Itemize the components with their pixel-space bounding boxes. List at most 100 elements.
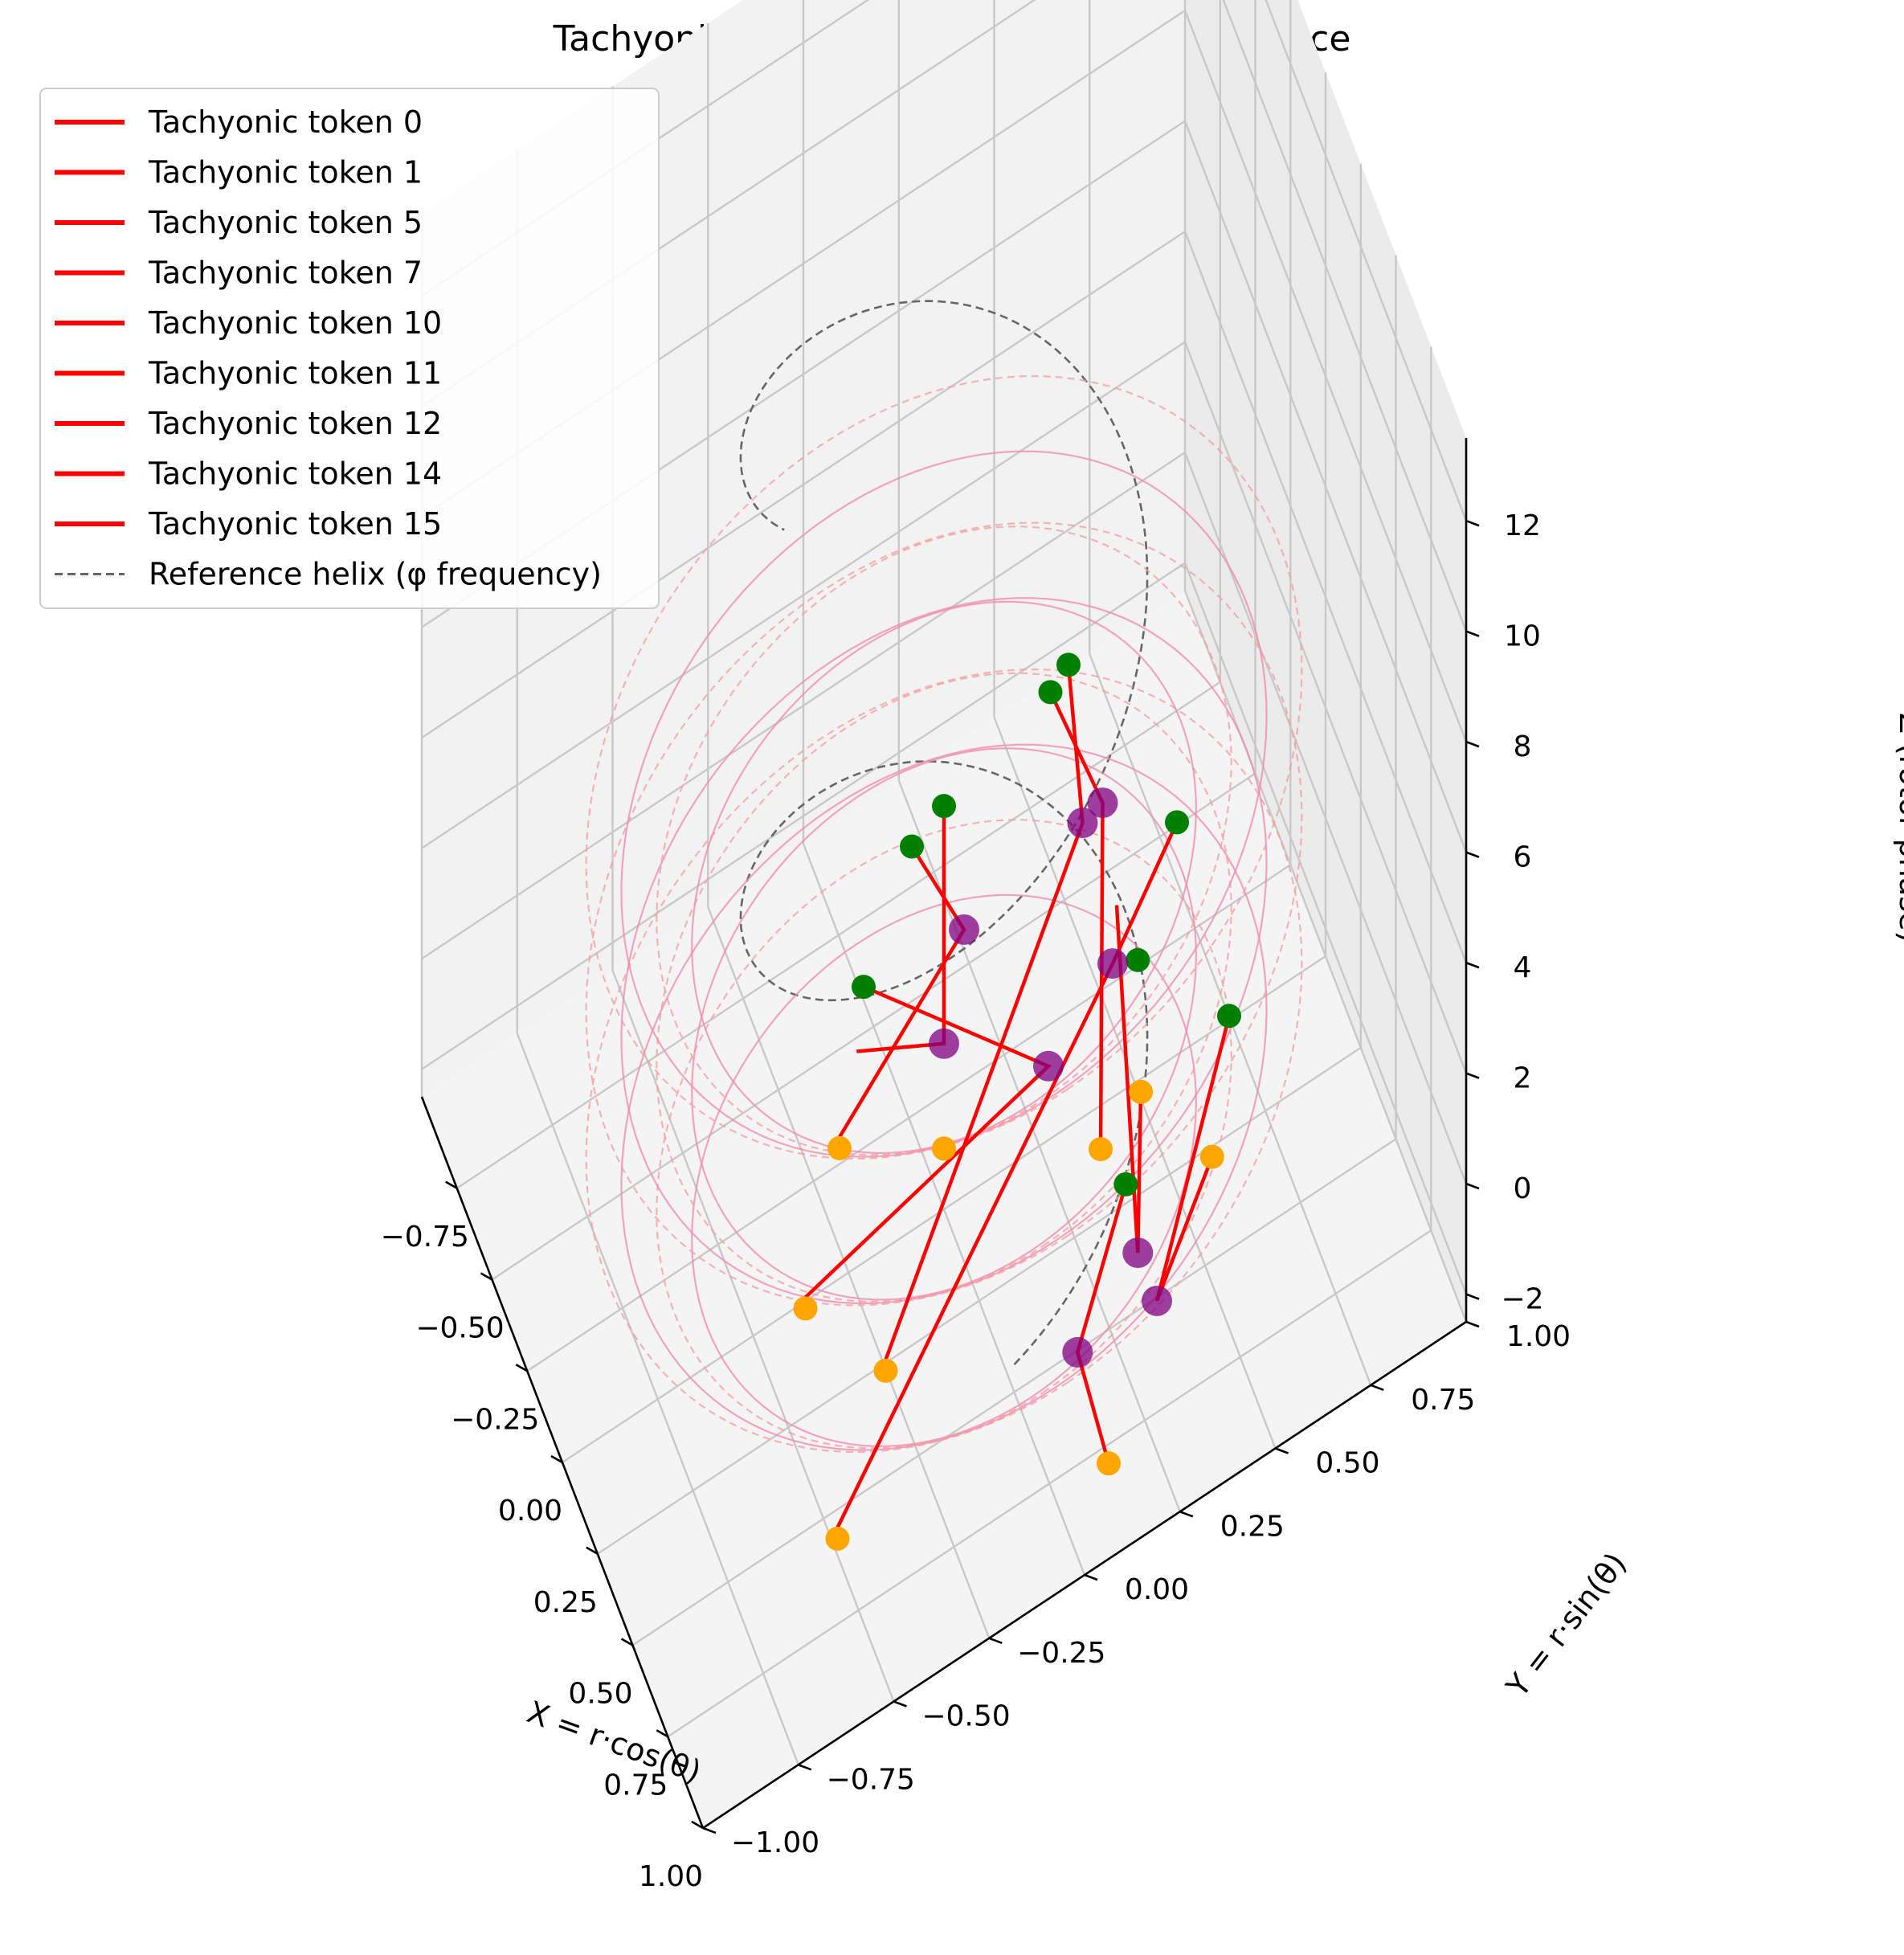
grid-line [1183, 231, 1468, 963]
markers [793, 652, 1241, 1551]
end-marker [1129, 1079, 1153, 1104]
grid-line [1183, 121, 1468, 853]
start-marker [900, 834, 924, 859]
y-tick [1084, 1573, 1098, 1581]
grid-line [421, 231, 1186, 739]
x-tick [620, 1638, 634, 1646]
x-tick-label: −0.50 [415, 1312, 504, 1345]
start-marker [1126, 947, 1150, 972]
start-marker [1165, 810, 1189, 835]
helical-ring [585, 668, 1303, 1454]
y-tick-label: −0.75 [827, 1763, 915, 1796]
x-tick-label: 0.25 [533, 1586, 598, 1619]
x-tick-label: −0.25 [451, 1403, 539, 1436]
x-tick [656, 1729, 668, 1738]
x-tick-label: 0.75 [603, 1769, 668, 1802]
z-tick [1465, 519, 1480, 527]
y-tick [1370, 1384, 1384, 1392]
helical-ring [620, 450, 1268, 1158]
end-marker [793, 1296, 818, 1321]
z-tick-label: 6 [1514, 841, 1532, 874]
z-axis-label: Z (rotor phase) [1893, 713, 1904, 943]
grid-line [1183, 452, 1468, 1184]
y-tick [1275, 1447, 1289, 1454]
projection-marker [1033, 1050, 1064, 1082]
grid-line [1183, 342, 1468, 1074]
y-tick-label: −0.50 [921, 1700, 1010, 1733]
projection-marker [1142, 1286, 1172, 1316]
legend: Tachyonic token 0 Tachyonic token 1 Tachyo… [39, 88, 660, 609]
z-tick [1465, 1293, 1480, 1300]
start-marker [1056, 652, 1081, 677]
end-marker [873, 1358, 898, 1383]
z-tick-label: 8 [1514, 730, 1532, 763]
helical-ring [656, 526, 1232, 1156]
y-tick-label: 1.00 [1506, 1320, 1571, 1353]
y-tick-label: −0.25 [1017, 1637, 1105, 1670]
z-tick [1465, 630, 1480, 637]
grid-line [707, 906, 991, 1639]
z-tick [1465, 961, 1480, 969]
y-tick [1179, 1511, 1194, 1518]
helical-ring [620, 597, 1268, 1305]
grid-line [421, 562, 1186, 1070]
x-tick-label: 0.50 [568, 1678, 632, 1711]
grid-line [611, 970, 895, 1702]
y-tick-label: −1.00 [731, 1826, 819, 1859]
z-tick-label: 10 [1504, 620, 1541, 653]
start-marker [932, 794, 956, 819]
tick-labels: −0.75−0.50−0.250.000.250.500.751.00−1.00… [381, 509, 1571, 1893]
legend-label: Tachyonic token 15 [148, 506, 442, 542]
y-tick [798, 1764, 812, 1771]
helical-ring [691, 600, 1197, 1155]
helical-rings [585, 374, 1303, 1454]
grid-line [1265, 0, 1468, 521]
x-tick [586, 1546, 599, 1555]
end-marker [1089, 1137, 1113, 1162]
z-tick [1465, 1072, 1480, 1079]
legend-label: Tachyonic token 11 [148, 356, 442, 391]
z-tick [1465, 851, 1480, 858]
projection-marker [1062, 1336, 1093, 1368]
y-tick-label: 0.25 [1220, 1510, 1285, 1543]
x-tick-label: 0.00 [498, 1495, 562, 1528]
x-tick [480, 1272, 493, 1281]
z-tick-label: 4 [1514, 951, 1532, 984]
legend-label: Tachyonic token 12 [148, 406, 442, 441]
x-tick-label: 1.00 [639, 1860, 703, 1893]
z-tick [1465, 740, 1480, 748]
end-marker [1199, 1144, 1224, 1169]
projection-marker [1067, 808, 1098, 839]
helical-ring [656, 819, 1232, 1450]
z-tick [1465, 1182, 1480, 1190]
end-marker [1097, 1451, 1121, 1476]
projection-marker [1122, 1237, 1154, 1269]
legend-label: Tachyonic token 7 [148, 256, 423, 291]
y-tick [893, 1700, 907, 1708]
projection-marker [949, 914, 979, 945]
start-marker [1038, 680, 1063, 705]
legend-label: Tachyonic token 14 [148, 456, 442, 492]
helical-ring [620, 743, 1268, 1451]
x-tick-label: −0.75 [381, 1221, 469, 1254]
x-tick [445, 1180, 458, 1189]
helical-ring [585, 521, 1303, 1307]
x-tick [691, 1820, 704, 1830]
z-tick-label: −2 [1501, 1283, 1543, 1316]
axes-lines [420, 438, 1480, 1834]
grid-line [421, 341, 1186, 849]
projection-marker [929, 1028, 959, 1059]
projection-marker [1087, 787, 1118, 819]
helical-ring [691, 747, 1197, 1301]
helical-ring [656, 672, 1232, 1303]
grid-line [1222, 0, 1468, 632]
start-marker [1217, 1004, 1241, 1029]
end-marker [932, 1136, 956, 1161]
z-tick-label: 12 [1504, 509, 1541, 542]
projection-marker [1097, 948, 1128, 980]
helical-ring [585, 374, 1303, 1160]
grid-line [1183, 562, 1468, 1295]
start-marker [1113, 1172, 1138, 1196]
y-tick [1465, 1320, 1480, 1328]
